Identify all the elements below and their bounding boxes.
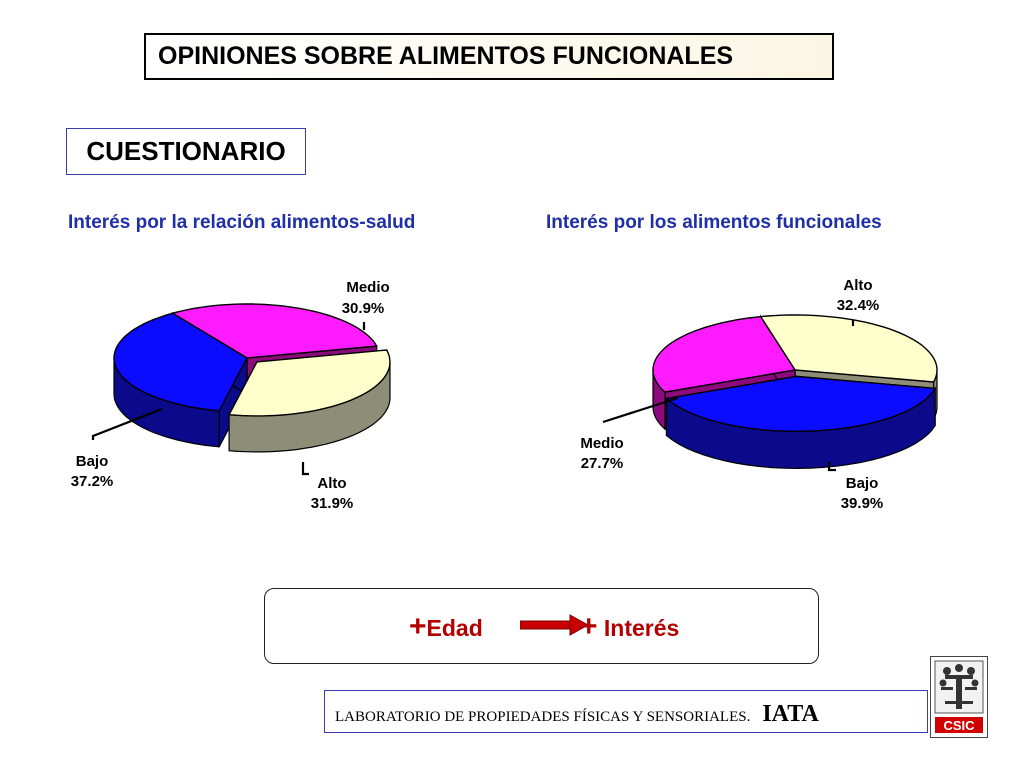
pie-2-leader-line: [827, 462, 836, 472]
conclusion-left: +Edad: [409, 610, 483, 644]
pie-1-label-value: 30.9%: [342, 300, 385, 317]
logo-text: CSIC: [943, 718, 975, 733]
chart-1-title: Interés por la relación alimentos-salud: [68, 212, 416, 233]
footer-iata: IATA: [762, 701, 819, 727]
pie-2-label-value: 32.4%: [837, 297, 880, 314]
pie-2-label-name: Bajo: [846, 475, 879, 492]
plus-sign: +: [580, 610, 598, 643]
pie-1-label-name: Bajo: [76, 453, 109, 470]
page-title: OPINIONES SOBRE ALIMENTOS FUNCIONALES: [158, 42, 734, 70]
pie-2-label-value: 27.7%: [581, 455, 624, 472]
pie-1-leader-line: [301, 462, 309, 476]
chart-2-title: Interés por los alimentos funcionales: [546, 212, 882, 233]
subtitle-box: CUESTIONARIO: [66, 128, 306, 175]
pie-2-label-name: Medio: [580, 435, 623, 452]
plus-sign: +: [409, 610, 427, 643]
pie-1-slice-bajo: [113, 312, 248, 448]
pie-1-label-value: 37.2%: [71, 473, 114, 490]
pie-1-slice-alto: [227, 349, 391, 453]
interes-label: Interés: [597, 615, 680, 641]
pie-2-label-value: 39.9%: [841, 495, 884, 512]
arrow-right-icon: [520, 614, 590, 636]
page-title-box: OPINIONES SOBRE ALIMENTOS FUNCIONALES: [144, 33, 834, 80]
csic-tree-logo-icon: CSIC: [934, 660, 984, 733]
pie-2-label-name: Alto: [843, 277, 872, 294]
pie-1-label-name: Medio: [346, 279, 389, 296]
edad-label: Edad: [426, 615, 483, 641]
conclusion-right: + Interés: [580, 610, 679, 644]
pie-2-slice-bajo: [664, 375, 937, 470]
footer-lab-name: LABORATORIO DE PROPIEDADES FÍSICAS Y SEN…: [335, 709, 751, 725]
pie-1-label-value: 31.9%: [311, 495, 354, 512]
footer: LABORATORIO DE PROPIEDADES FÍSICAS Y SEN…: [324, 690, 928, 733]
csic-logo: CSIC: [930, 656, 988, 738]
subtitle: CUESTIONARIO: [86, 136, 286, 166]
pie-2-leader-line: [602, 396, 679, 424]
pie-1-label-name: Alto: [317, 475, 346, 492]
pie-1-leader-line: [91, 407, 163, 440]
